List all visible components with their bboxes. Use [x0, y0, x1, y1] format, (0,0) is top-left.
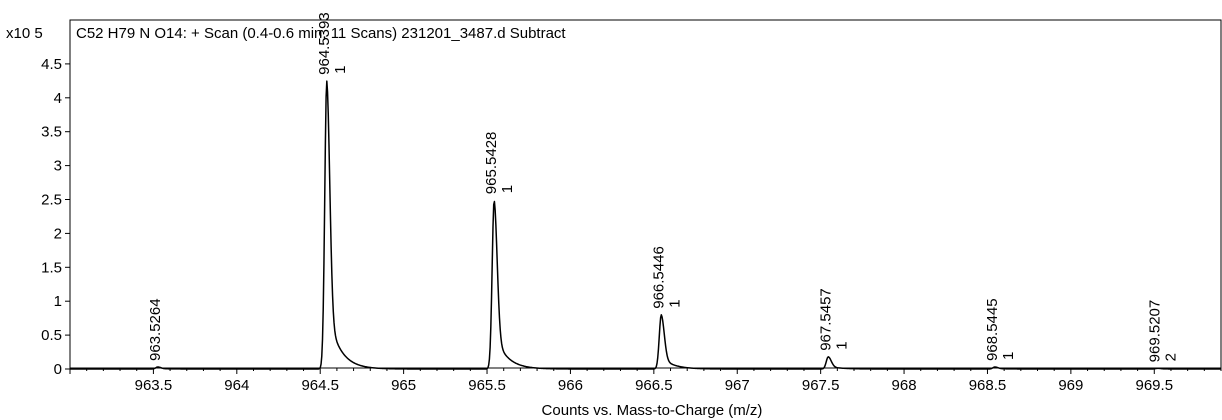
- x-tick-label: 964: [224, 377, 249, 394]
- x-tick-label: 967.5: [802, 377, 840, 394]
- y-tick-label: 4.5: [41, 56, 62, 73]
- y-tick-label: 3: [54, 158, 62, 175]
- y-multiplier-label: x10 5: [6, 25, 43, 42]
- peak-charge-label: 1: [666, 299, 683, 307]
- chart-title: C52 H79 N O14: + Scan (0.4-0.6 min, 11 S…: [76, 25, 566, 42]
- peak-mz-label: 969.5207: [1147, 300, 1164, 363]
- peak-charge-label: 1: [499, 185, 516, 193]
- y-axis: 0 0.5 1 1.5 2 2.5 3 3.5 4 4.5: [41, 56, 70, 378]
- y-tick-label: 4: [54, 90, 62, 107]
- y-tick-label: 0.5: [41, 327, 62, 344]
- x-tick-label: 969.5: [1136, 377, 1174, 394]
- peak-mz-label: 963.5264: [147, 298, 164, 361]
- x-tick-label: 969: [1058, 377, 1083, 394]
- peak-charge-label: 1: [1000, 352, 1017, 360]
- peak-mz-label: 965.5428: [483, 132, 500, 195]
- x-tick-label: 966: [558, 377, 583, 394]
- spectrum-trace: [69, 80, 1222, 370]
- x-tick-label: 968.5: [969, 377, 1007, 394]
- y-tick-label: 2.5: [41, 192, 62, 209]
- x-tick-label: 966.5: [635, 377, 673, 394]
- x-tick-label: 963.5: [135, 377, 173, 394]
- x-tick-label: 964.5: [301, 377, 339, 394]
- x-tick-label: 965: [391, 377, 416, 394]
- peak-mz-label: 968.5445: [984, 298, 1001, 361]
- y-tick-label: 3.5: [41, 124, 62, 141]
- x-tick-label: 967: [725, 377, 750, 394]
- x-axis-label: Counts vs. Mass-to-Charge (m/z): [542, 402, 763, 419]
- peak-charge-label: 1: [833, 341, 850, 349]
- y-tick-label: 2: [54, 225, 62, 242]
- y-tick-label: 1.5: [41, 259, 62, 276]
- plot-frame: [69, 19, 1222, 369]
- peak-mz-label: 966.5446: [650, 246, 667, 309]
- peak-charge-label: 1: [332, 66, 349, 74]
- x-tick-label: 965.5: [468, 377, 506, 394]
- peak-charge-label: 2: [1163, 353, 1180, 361]
- y-tick-label: 0: [54, 361, 62, 378]
- x-tick-label: 968: [892, 377, 917, 394]
- y-tick-label: 1: [54, 293, 62, 310]
- x-axis: 963.5 964 964.5 965 965.5 966 966.5 967 967.5 968…: [69, 368, 1222, 394]
- peak-mz-label: 967.5457: [817, 288, 834, 351]
- peak-mz-label: 964.5393: [316, 12, 333, 75]
